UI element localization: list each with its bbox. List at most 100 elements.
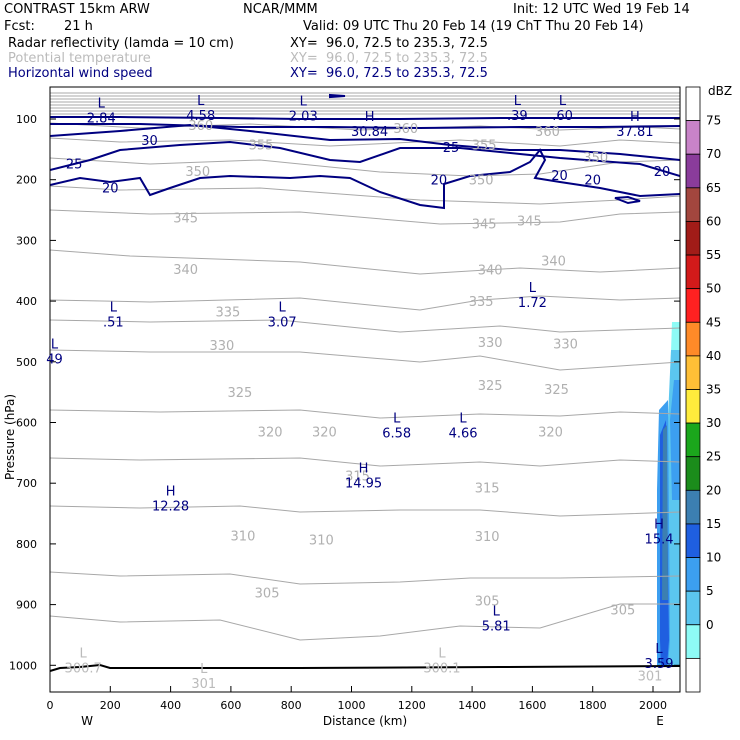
extremum-letter: H bbox=[166, 484, 176, 499]
init-time: Init: 12 UTC Wed 19 Feb 14 bbox=[513, 2, 690, 17]
field-name-theta: Potential temperature bbox=[8, 51, 151, 66]
colorbar-label: 45 bbox=[706, 315, 721, 329]
theta-contour-label: 340 bbox=[478, 264, 503, 279]
extremum-letter: L bbox=[110, 300, 118, 315]
wind-contour-label: 20 bbox=[551, 169, 568, 184]
extremum-letter: L bbox=[493, 605, 501, 620]
x-axis-west-label: W bbox=[81, 714, 93, 728]
theta-labels: 360 360 355 355 350 350 350 360 345 345 345 340 340 3… bbox=[173, 119, 635, 618]
colorbar-label: 40 bbox=[706, 349, 721, 363]
theta-contour-label: 310 bbox=[231, 529, 256, 544]
y-tick-label: 400 bbox=[16, 295, 37, 308]
extremum-letter: L bbox=[529, 281, 537, 296]
colorbar-swatch bbox=[685, 456, 701, 491]
y-tick-label: 1000 bbox=[9, 659, 37, 672]
theta-contour-label: 305 bbox=[610, 603, 635, 618]
extremum-letter: L bbox=[51, 337, 59, 352]
colorbar-label: 25 bbox=[706, 450, 721, 464]
theta-contour-label: 315 bbox=[475, 481, 500, 496]
extremum-value: 4.58 bbox=[186, 109, 215, 124]
theta-contour-label: 330 bbox=[553, 338, 578, 353]
colorbar-label: 0 bbox=[706, 618, 714, 632]
theta-contour-label: 320 bbox=[312, 426, 337, 441]
wind-contour-label: 25 bbox=[443, 141, 460, 156]
extremum-value: 14.95 bbox=[345, 476, 382, 491]
wind-contour-label: 30 bbox=[141, 134, 158, 149]
colorbar-swatch bbox=[685, 489, 701, 525]
extremum-letter: L bbox=[300, 95, 308, 110]
extremum-letter: H bbox=[359, 461, 369, 476]
colorbar-swatch bbox=[685, 221, 701, 256]
extremum-letter: L bbox=[197, 94, 205, 109]
x-axis-east-label: E bbox=[656, 714, 664, 728]
extremum-letter: L bbox=[393, 412, 401, 427]
colorbar-label: 65 bbox=[706, 181, 721, 195]
theta-contour-label: 355 bbox=[249, 138, 274, 153]
colorbar-swatch bbox=[685, 321, 701, 357]
extremum-value: 12.28 bbox=[152, 499, 189, 514]
y-tick-label: 900 bbox=[16, 599, 37, 612]
extremum-value: 300.1 bbox=[423, 661, 460, 676]
theta-contour-label: 325 bbox=[228, 386, 253, 401]
colorbar-swatch bbox=[685, 422, 701, 458]
colorbar-label: 75 bbox=[706, 114, 721, 128]
extremum-value: .39 bbox=[507, 109, 528, 124]
theta-contour-label: 330 bbox=[478, 336, 503, 351]
x-tick-label: 1000 bbox=[338, 699, 366, 712]
theta-contour-label: 335 bbox=[215, 305, 240, 320]
colorbar-swatch bbox=[685, 254, 701, 290]
field-xy-theta: XY= 96.0, 72.5 to 235.3, 72.5 bbox=[290, 51, 488, 66]
x-tick-label: 1200 bbox=[398, 699, 426, 712]
extremum-value: 49 bbox=[46, 352, 63, 367]
x-tick-label: 1800 bbox=[579, 699, 607, 712]
extremum-value: 300.7 bbox=[65, 661, 102, 676]
x-tick-label: 600 bbox=[220, 699, 241, 712]
extremum-value: 4.66 bbox=[449, 427, 478, 442]
field-xy-reflectivity: XY= 96.0, 72.5 to 235.3, 72.5 bbox=[290, 36, 488, 51]
theta-contour-label: 355 bbox=[472, 138, 497, 153]
theta-contour-label: 310 bbox=[309, 534, 334, 549]
extremum-value: 15.4 bbox=[645, 533, 674, 548]
extremum-letter: L bbox=[459, 412, 467, 427]
reflectivity-shading bbox=[657, 322, 680, 666]
extremum-value: 3.59 bbox=[645, 657, 674, 672]
theta-contour-label: 350 bbox=[469, 174, 494, 189]
y-tick-label: 800 bbox=[16, 538, 37, 551]
extremum-letter: L bbox=[279, 300, 287, 315]
extremum-letter: L bbox=[438, 646, 446, 661]
colorbar-swatch bbox=[685, 355, 701, 390]
wind-contour-label: 20 bbox=[654, 165, 671, 180]
colorbar-swatch bbox=[685, 86, 701, 122]
field-name-reflectivity: Radar reflectivity (lamda = 10 cm) bbox=[8, 36, 234, 51]
axis-ticks: 0 200 400 600 800 1000 1200 1400 1600 1800 2000 100… bbox=[9, 113, 680, 712]
wind-contours bbox=[50, 93, 680, 210]
colorbar-swatch bbox=[685, 187, 701, 222]
extremum-letter: L bbox=[80, 646, 88, 661]
theta-contour-label: 360 bbox=[535, 125, 560, 140]
theta-contour-label: 340 bbox=[541, 254, 566, 269]
colorbar-swatch bbox=[685, 120, 701, 155]
extremum-letter: H bbox=[654, 518, 664, 533]
extremum-letter: L bbox=[200, 662, 208, 677]
colorbar-swatch bbox=[685, 624, 701, 659]
extremum-value: 37.81 bbox=[616, 125, 653, 140]
colorbar-label: 10 bbox=[706, 551, 721, 565]
x-axis-label: Distance (km) bbox=[323, 714, 407, 728]
extremum-letter: H bbox=[630, 110, 640, 125]
colorbar-swatch bbox=[685, 657, 701, 693]
extremum-value: 30.84 bbox=[351, 125, 388, 140]
extremum-value: .51 bbox=[103, 315, 124, 330]
theta-contour-label: 350 bbox=[583, 151, 608, 166]
theta-contour-label: 305 bbox=[475, 594, 500, 609]
colorbar-swatch bbox=[685, 523, 701, 558]
colorbar-swatch bbox=[685, 590, 701, 626]
valid-time: Valid: 09 UTC Thu 20 Feb 14 (19 ChT Thu … bbox=[303, 19, 644, 34]
colorbar-label: 15 bbox=[706, 517, 721, 531]
extremum-value: 1.72 bbox=[518, 296, 547, 311]
x-tick-label: 800 bbox=[281, 699, 302, 712]
theta-contour-label: 320 bbox=[538, 426, 563, 441]
wind-contour-label: 20 bbox=[102, 182, 119, 197]
wind-contour-label: 20 bbox=[584, 174, 601, 189]
